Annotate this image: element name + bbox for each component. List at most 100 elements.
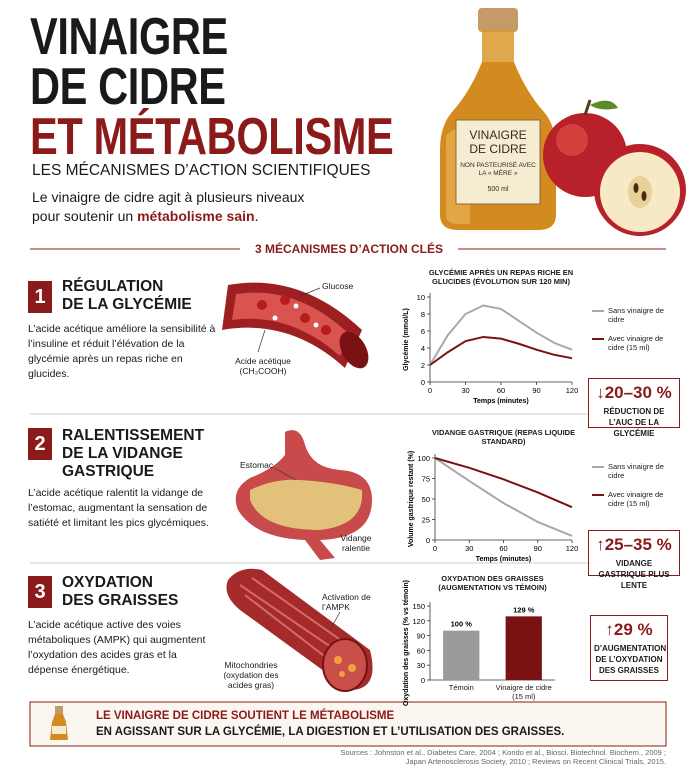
y-tick-label: 2	[421, 361, 425, 370]
vein-illustration	[222, 282, 369, 369]
bottle-volume: 500 ml	[487, 186, 509, 193]
legend-label: Avec vinaigre de cidre (15 ml)	[608, 334, 664, 352]
legend-label: Sans vinaigre de cidre	[608, 306, 664, 324]
subtitle: LES MÉCANISMES D’ACTION SCIENTIFIQUES	[32, 162, 371, 179]
figure-label: Activation de l’AMPK	[322, 592, 371, 612]
y-axis-label: Oxydation des graisses (% vs témoin)	[403, 580, 410, 706]
bottle-label: VINAIGRE DE CIDRE	[469, 128, 527, 156]
section-number: 2	[28, 428, 52, 460]
section-title: OXYDATION	[62, 574, 153, 591]
intro: Le vinaigre de cidre agit à plusieurs ni…	[32, 188, 332, 226]
chart-title: GLYCÉMIE APRÈS UN REPAS RICHE EN GLUCIDE…	[428, 268, 574, 286]
chart-title: VIDANGE GASTRIQUE (REPAS LIQUIDE STANDAR…	[431, 428, 576, 446]
x-tick-label: Vinaigre de cidre (15 ml)	[495, 683, 552, 701]
x-tick-label: 0	[433, 544, 437, 553]
y-tick-label: 4	[421, 344, 425, 353]
figure-label: Mitochondries (oxydation des acides gras…	[223, 660, 279, 690]
title-line: VINAIGRE	[30, 8, 228, 66]
callout-value: ↑25–35 %	[596, 535, 672, 554]
sources: Sources : Johnston et al., Diabetes Care…	[340, 748, 666, 766]
section-number: 3	[28, 576, 52, 608]
intro-bold: métabolisme sain	[137, 208, 255, 224]
x-axis-label: Temps (minutes)	[476, 556, 532, 563]
y-tick-label: 0	[421, 378, 425, 387]
section-title: DES GRAISSES	[62, 592, 179, 609]
line-series	[434, 457, 573, 509]
section-heading: 3 MÉCANISMES D’ACTION CLÉS	[254, 242, 443, 256]
callout-value: ↓20–30 %	[596, 383, 672, 402]
intro-end: .	[254, 208, 259, 224]
y-tick-label: 0	[421, 676, 425, 685]
line-series	[429, 304, 573, 366]
callout: ↓20–30 % RÉDUCTION DE L’AUC DE LA GLYCÉM…	[588, 378, 680, 438]
figure-label: Estomac	[240, 460, 274, 470]
figure-label: Acide acétique (CH₃COOH)	[235, 356, 291, 376]
section-text: L’acide acétique active des voies métabo…	[28, 619, 206, 676]
x-tick-label: 30	[465, 544, 473, 553]
callout-text: RÉDUCTION DE L’AUC DE LA GLYCÉMIE	[603, 407, 665, 438]
y-tick-label: 60	[417, 646, 425, 655]
source-line: Sources : Johnston et al., Diabetes Care…	[340, 748, 666, 757]
y-axis-label: Glycémie (mmol/L)	[403, 308, 410, 371]
callout-text: VIDANGE GASTRIQUE PLUS LENTE	[598, 559, 670, 590]
callout: ↑25–35 % VIDANGE GASTRIQUE PLUS LENTE	[588, 530, 680, 590]
x-axis-label: Temps (minutes)	[473, 398, 529, 405]
x-tick-label: 60	[499, 544, 507, 553]
section-title: DE LA VIDANGE	[62, 445, 183, 462]
footer-line: LE VINAIGRE DE CIDRE SOUTIENT LE MÉTABOL…	[96, 710, 395, 722]
source-line: Japan Arteriosclerosis Society, 2010 ; R…	[405, 757, 666, 766]
section-text: L’acide acétique améliore la sensibilité…	[28, 323, 216, 380]
figure-label: Glucose	[322, 281, 354, 291]
bottle-icon	[50, 706, 68, 740]
x-tick-label: 120	[566, 386, 579, 395]
value-label: 129 %	[513, 605, 535, 614]
x-tick-label: 60	[497, 386, 505, 395]
x-tick-label: 120	[566, 544, 579, 553]
y-tick-label: 150	[412, 602, 425, 611]
y-tick-label: 10	[417, 293, 425, 302]
chart-title: OXYDATION DES GRAISSES (AUGMENTATION VS …	[438, 574, 547, 592]
x-tick-label: 30	[461, 386, 469, 395]
stomach-illustration	[235, 430, 372, 560]
section-number: 1	[28, 281, 52, 313]
muscle-illustration	[226, 568, 373, 692]
bottle-sub: NON PASTEURISÉ AVEC LA « MÈRE »	[460, 162, 536, 177]
footer-box	[29, 701, 667, 747]
section-title: DE LA GLYCÉMIE	[62, 296, 192, 313]
y-tick-label: 30	[417, 661, 425, 670]
figure-label: Vidange ralentie	[340, 533, 372, 553]
title-line: ET MÉTABOLISME	[30, 108, 394, 166]
section-title: GASTRIQUE	[62, 463, 155, 480]
callout-text: D’AUGMENTATION DE L’OXYDATION DES GRAISS…	[594, 644, 667, 675]
legend-label: Avec vinaigre de cidre (15 ml)	[608, 490, 664, 508]
y-tick-label: 90	[417, 632, 425, 641]
y-tick-label: 25	[422, 516, 430, 525]
x-tick-label: 90	[534, 544, 542, 553]
section-text: L’acide acétique ralentit la vidange de …	[28, 487, 209, 529]
y-tick-label: 75	[422, 475, 430, 484]
y-axis-label: Volume gastrique restant (%)	[408, 451, 415, 547]
legend-label: Sans vinaigre de cidre	[608, 462, 664, 480]
y-tick-label: 6	[421, 327, 425, 336]
footer-line: EN AGISSANT SUR LA GLYCÉMIE, LA DIGESTIO…	[96, 726, 565, 738]
y-tick-label: 100	[417, 454, 430, 463]
title-line: DE CIDRE	[30, 58, 226, 116]
y-tick-label: 8	[421, 310, 425, 319]
x-tick-label: Témoin	[448, 683, 474, 692]
x-tick-label: 90	[532, 386, 540, 395]
apple-illustration	[543, 99, 686, 236]
section-title: RÉGULATION	[62, 278, 164, 295]
y-tick-label: 50	[422, 495, 430, 504]
line-series	[429, 335, 573, 366]
line-series	[434, 457, 573, 537]
bar	[505, 616, 542, 680]
y-tick-label: 120	[412, 617, 425, 626]
callout-value: ↑29 %	[605, 620, 653, 639]
bar	[443, 630, 480, 680]
x-tick-label: 0	[428, 386, 432, 395]
y-tick-label: 0	[426, 536, 430, 545]
value-label: 100 %	[451, 620, 473, 629]
